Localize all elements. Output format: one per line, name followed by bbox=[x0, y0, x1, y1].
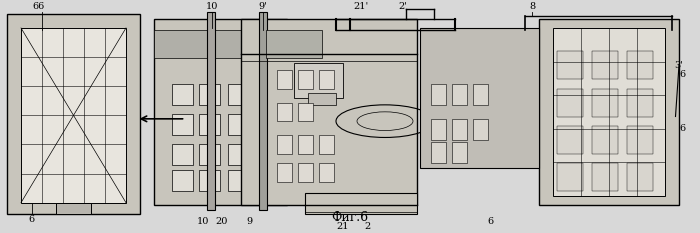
Bar bbox=[256, 114, 276, 135]
Text: 66: 66 bbox=[32, 3, 45, 11]
Bar bbox=[556, 51, 583, 79]
Bar bbox=[452, 142, 467, 163]
Text: 2: 2 bbox=[365, 222, 370, 230]
Bar bbox=[626, 163, 653, 191]
Text: 9': 9' bbox=[258, 3, 267, 11]
Text: 6: 6 bbox=[680, 124, 685, 133]
Bar bbox=[172, 170, 193, 191]
Bar bbox=[172, 84, 193, 105]
Text: 3': 3' bbox=[675, 61, 683, 70]
Bar bbox=[228, 170, 248, 191]
Bar bbox=[430, 142, 446, 163]
Bar bbox=[276, 103, 292, 121]
Bar bbox=[592, 51, 618, 79]
Bar bbox=[626, 126, 653, 154]
Bar bbox=[259, 12, 267, 210]
Text: 10: 10 bbox=[197, 217, 209, 226]
Bar bbox=[256, 144, 276, 165]
Bar bbox=[199, 144, 220, 165]
Bar bbox=[473, 84, 488, 105]
Text: 21': 21' bbox=[353, 3, 368, 11]
Bar bbox=[21, 28, 126, 203]
Bar bbox=[298, 70, 313, 89]
Bar bbox=[452, 84, 467, 105]
Bar bbox=[256, 84, 276, 105]
Bar bbox=[592, 163, 618, 191]
Bar bbox=[294, 63, 343, 98]
Bar bbox=[199, 170, 220, 191]
Bar bbox=[430, 119, 446, 140]
Bar bbox=[276, 135, 292, 154]
Bar bbox=[154, 19, 287, 205]
Bar bbox=[626, 89, 653, 116]
Bar bbox=[256, 170, 276, 191]
Bar bbox=[430, 84, 446, 105]
Text: 2': 2' bbox=[398, 3, 407, 11]
Bar bbox=[318, 135, 334, 154]
Bar bbox=[7, 14, 140, 214]
Bar bbox=[56, 203, 91, 214]
Text: 20: 20 bbox=[216, 217, 228, 226]
Text: 6: 6 bbox=[680, 70, 685, 79]
Bar bbox=[592, 126, 618, 154]
Bar bbox=[304, 193, 416, 214]
Bar bbox=[318, 163, 334, 182]
Text: 9: 9 bbox=[246, 217, 252, 226]
Text: 21: 21 bbox=[337, 222, 349, 230]
Bar bbox=[276, 163, 292, 182]
Text: Фиг.6: Фиг.6 bbox=[331, 211, 369, 224]
Bar bbox=[592, 89, 618, 116]
Bar bbox=[318, 70, 334, 89]
Text: 6: 6 bbox=[487, 217, 493, 226]
Bar bbox=[206, 12, 215, 210]
Bar bbox=[276, 70, 292, 89]
Bar bbox=[420, 28, 539, 168]
Bar bbox=[228, 114, 248, 135]
Text: 8: 8 bbox=[529, 3, 535, 11]
Bar bbox=[154, 30, 287, 58]
Bar bbox=[298, 135, 313, 154]
Text: 10: 10 bbox=[206, 3, 218, 11]
Bar bbox=[199, 114, 220, 135]
Bar bbox=[626, 51, 653, 79]
Bar bbox=[452, 119, 467, 140]
Bar bbox=[556, 126, 583, 154]
Bar bbox=[308, 93, 336, 105]
Bar bbox=[556, 89, 583, 116]
Text: 6: 6 bbox=[29, 215, 34, 223]
Bar bbox=[199, 84, 220, 105]
Bar bbox=[473, 119, 488, 140]
Bar bbox=[228, 144, 248, 165]
Bar bbox=[228, 84, 248, 105]
Bar bbox=[556, 163, 583, 191]
Bar bbox=[539, 19, 679, 205]
Bar bbox=[266, 30, 322, 58]
Bar bbox=[172, 114, 193, 135]
Bar bbox=[298, 103, 313, 121]
Bar bbox=[553, 28, 665, 196]
Bar bbox=[241, 19, 416, 205]
Bar bbox=[298, 163, 313, 182]
Bar bbox=[172, 144, 193, 165]
